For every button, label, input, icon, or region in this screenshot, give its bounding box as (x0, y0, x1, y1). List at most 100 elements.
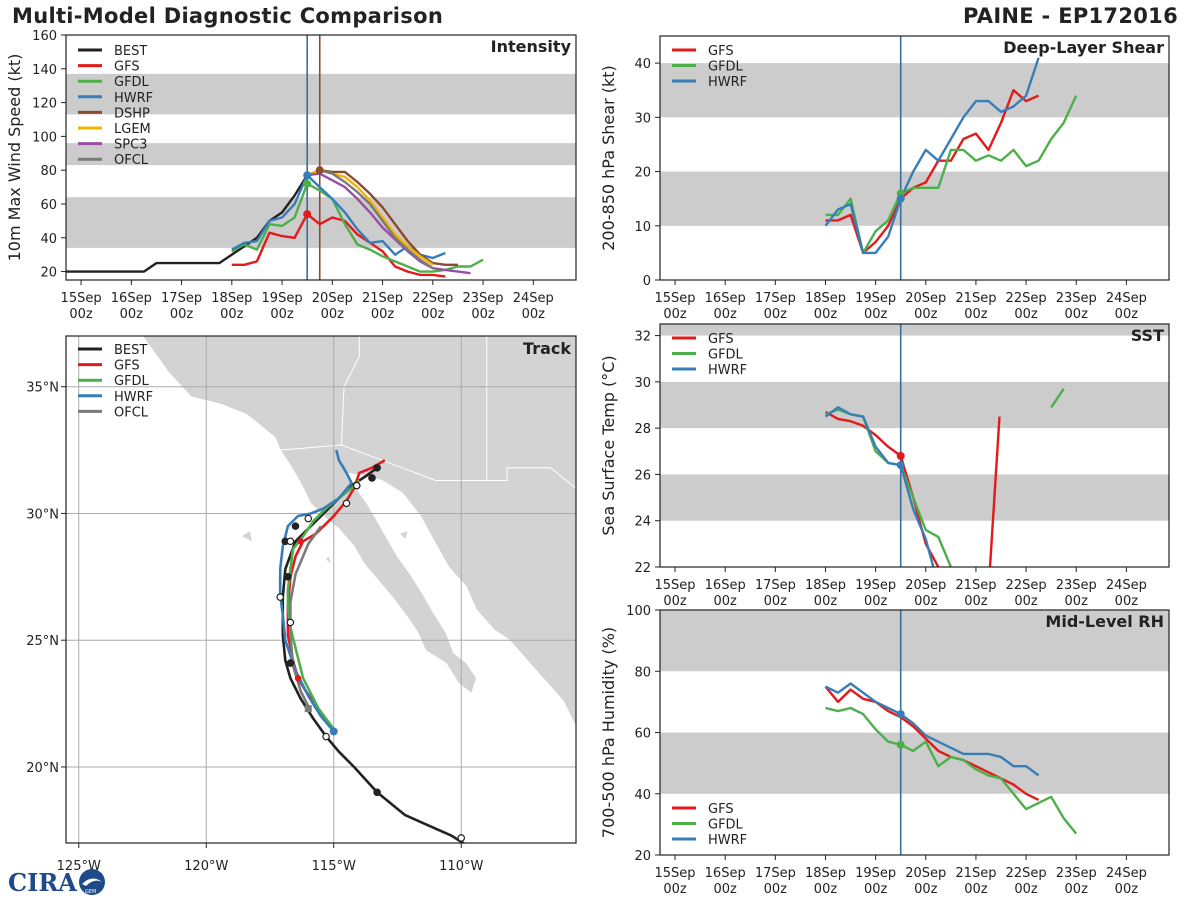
sst-xtick-time: 00z (663, 594, 687, 609)
track-title: Track (523, 339, 571, 358)
intensity-xtick-time: 00z (120, 307, 144, 322)
rh-xtick-time: 00z (714, 882, 738, 897)
shear-xtick-date: 15Sep (655, 291, 696, 306)
track-best-point (286, 659, 295, 667)
track-legend-label-hwrf: HWRF (114, 390, 153, 405)
sst-ytick-label: 30 (634, 376, 651, 391)
intensity-xtick-date: 17Sep (161, 291, 202, 306)
intensity-xtick-date: 16Sep (111, 291, 152, 306)
intensity-marker-dshp (315, 166, 324, 175)
shear-plot-area (660, 36, 1169, 280)
rh-ytick-label: 40 (634, 788, 651, 803)
intensity-marker-gfs (303, 210, 312, 219)
intensity-legend-label-spc3: SPC3 (114, 138, 147, 153)
track-land-island (326, 556, 332, 565)
shear-band-1 (660, 63, 1169, 118)
intensity-plot-area (66, 35, 576, 280)
intensity-legend-label-lgem: LGEM (114, 122, 151, 137)
shear-xtick-date: 21Sep (955, 291, 996, 306)
intensity-title: Intensity (491, 37, 572, 56)
sst-xtick-date: 19Sep (855, 578, 896, 593)
sst-panel: 22242628303215Sep00z16Sep00z17Sep00z18Se… (599, 323, 1170, 609)
intensity-marker-hwrf (303, 171, 312, 180)
logo-subtext: GEM (85, 889, 96, 895)
shear-xtick-time: 00z (764, 307, 788, 322)
sst-legend-label-hwrf: HWRF (708, 363, 747, 378)
rh-band-0 (660, 732, 1169, 794)
sst-xtick-time: 00z (1115, 594, 1139, 609)
shear-series-hwrf-2 (824, 57, 1040, 255)
intensity-xtick-time: 00z (421, 307, 445, 322)
intensity-legend-label-gfs: GFS (114, 60, 140, 75)
intensity-ytick-label: 160 (32, 29, 57, 44)
track-best-open-point (286, 537, 295, 546)
sst-ytick-label: 26 (634, 468, 651, 483)
intensity-xtick-time: 00z (321, 307, 345, 322)
intensity-xtick-date: 19Sep (262, 291, 303, 306)
sst-xtick-time: 00z (814, 594, 838, 609)
rh-xtick-time: 00z (914, 882, 938, 897)
shear-xtick-date: 16Sep (705, 291, 746, 306)
intensity-legend-label-dshp: DSHP (114, 106, 150, 121)
rh-panel: 2040608010015Sep00z16Sep00z17Sep00z18Sep… (599, 604, 1170, 897)
intensity-xtick-time: 00z (220, 307, 244, 322)
shear-xtick-time: 00z (1065, 307, 1089, 322)
intensity-legend-label-best: BEST (114, 44, 147, 59)
track-best-open-point (286, 618, 295, 627)
sst-ytick-label: 24 (634, 515, 651, 530)
intensity-series-ofcl-7 (319, 169, 434, 270)
intensity-ylabel: 10m Max Wind Speed (kt) (5, 54, 24, 262)
rh-title: Mid-Level RH (1045, 612, 1164, 631)
shear-legend-label-gfs: GFS (708, 44, 734, 59)
intensity-ytick-label: 100 (32, 130, 57, 145)
rh-xtick-time: 00z (964, 882, 988, 897)
sst-xtick-date: 22Sep (1006, 578, 1047, 593)
figure-title: Multi-Model Diagnostic Comparison (12, 4, 444, 28)
sst-xtick-date: 17Sep (755, 578, 796, 593)
shear-xtick-time: 00z (864, 307, 888, 322)
track-best-open-point (304, 514, 313, 523)
intensity-xtick-time: 00z (371, 307, 395, 322)
rh-xtick-date: 15Sep (655, 866, 696, 881)
sst-xtick-date: 15Sep (655, 578, 696, 593)
track-series-ofcl (289, 525, 323, 712)
sst-series-gfs-0 (824, 410, 940, 567)
rh-xtick-time: 00z (764, 882, 788, 897)
sst-xtick-time: 00z (1065, 594, 1089, 609)
track-legend-label-gfs: GFS (114, 359, 140, 374)
shear-xtick-time: 00z (1115, 307, 1139, 322)
shear-xtick-date: 19Sep (855, 291, 896, 306)
rh-xtick-date: 17Sep (755, 866, 796, 881)
sst-ytick-label: 28 (634, 422, 651, 437)
track-best-point (291, 522, 300, 530)
intensity-ytick-label: 20 (40, 266, 57, 281)
track-best-open-point (276, 593, 285, 601)
intensity-series-spc3-6 (307, 172, 471, 275)
sst-ylabel: Sea Surface Temp (°C) (599, 355, 618, 535)
intensity-xtick-date: 23Sep (463, 291, 504, 306)
sst-series-gfs-1 (988, 416, 1001, 567)
track-best-point (373, 788, 381, 797)
shear-xtick-date: 17Sep (755, 291, 796, 306)
sst-marker-gfs (896, 451, 905, 460)
shear-ytick-label: 30 (634, 111, 651, 126)
track-land-island (400, 531, 408, 539)
shear-frame (659, 35, 1170, 281)
storm-name: PAINE - EP172016 (963, 4, 1178, 28)
track-legend-label-gfdl: GFDL (114, 374, 150, 389)
sst-title: SST (1131, 326, 1164, 345)
rh-legend-label-gfs: GFS (708, 802, 734, 817)
rh-xtick-time: 00z (864, 882, 888, 897)
shear-ytick-label: 20 (634, 166, 651, 181)
intensity-xtick-date: 20Sep (312, 291, 353, 306)
shear-band-0 (660, 171, 1169, 226)
track-xtick-label: 120°W (184, 859, 228, 874)
sst-series-hwrf-4 (824, 406, 935, 567)
rh-xtick-time: 00z (814, 882, 838, 897)
intensity-ytick-label: 140 (32, 63, 57, 78)
track-xtick-label: 115°W (312, 859, 356, 874)
track-land-island (242, 531, 253, 542)
intensity-xtick-time: 00z (170, 307, 194, 322)
intensity-band-2 (66, 73, 576, 115)
